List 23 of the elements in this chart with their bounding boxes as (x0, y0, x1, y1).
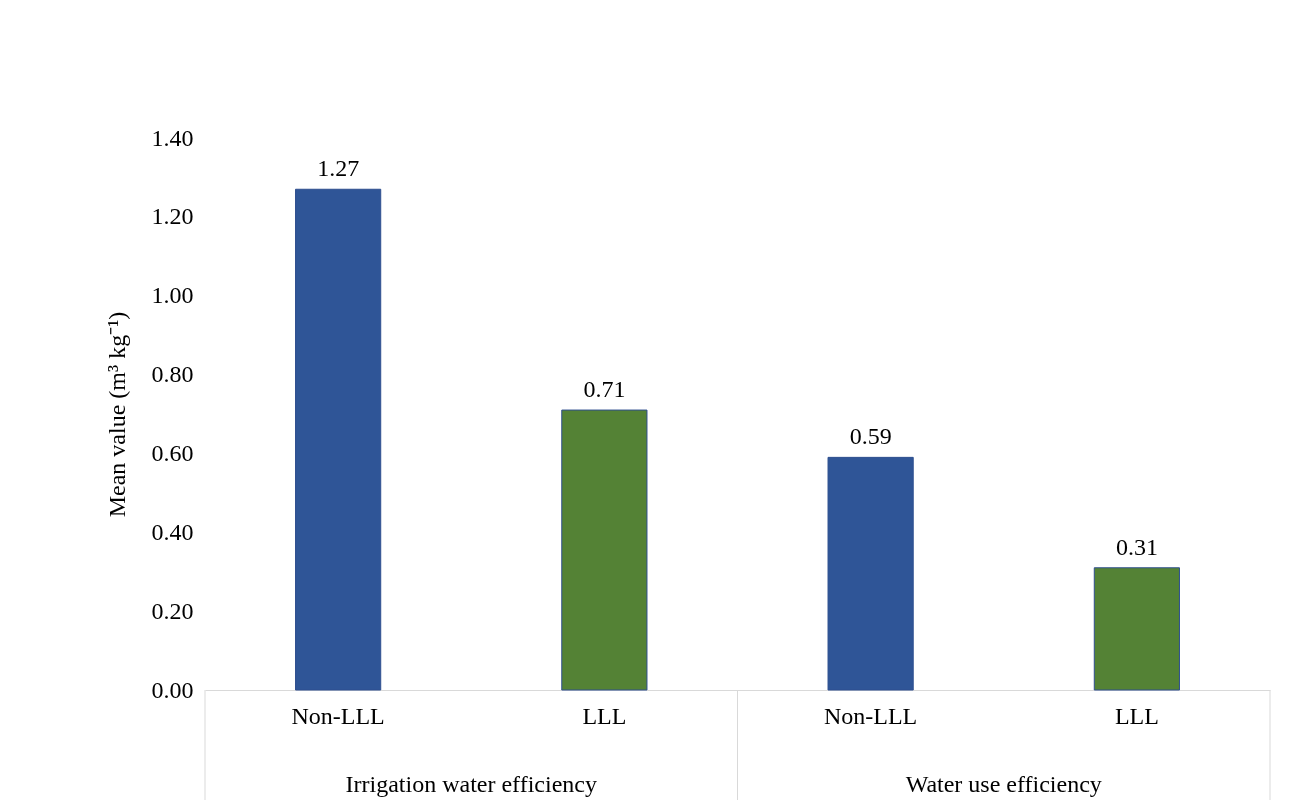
bar (295, 188, 382, 691)
bar (561, 409, 648, 691)
y-tick-label: 0.20 (151, 597, 194, 624)
data-label: 1.27 (317, 155, 360, 182)
data-label: 0.31 (1115, 533, 1158, 560)
text: Irrigation water efficiency (345, 771, 597, 797)
data-label: 0.59 (849, 423, 892, 450)
y-axis-title: Mean value (m³ kg⁻¹) (103, 311, 130, 518)
bar (827, 456, 914, 691)
y-tick-label: 1.20 (151, 203, 194, 230)
data-label: 0.71 (583, 376, 626, 403)
x-tick-label: Non-LLL (823, 702, 918, 729)
y-tick-label: 1.40 (151, 124, 194, 151)
bar (1093, 567, 1180, 691)
y-tick-label: 1.00 (151, 282, 194, 309)
x-tick-label: LLL (582, 702, 627, 729)
text: Water use efficiency (905, 771, 1102, 797)
y-tick-label: 0.60 (151, 439, 194, 466)
y-tick-label: 0.40 (151, 518, 194, 545)
x-tick-label: LLL (1114, 702, 1159, 729)
y-tick-label: 0.00 (151, 676, 194, 703)
x-tick-label: Non-LLL (291, 702, 385, 729)
y-tick-label: 0.80 (151, 361, 194, 388)
